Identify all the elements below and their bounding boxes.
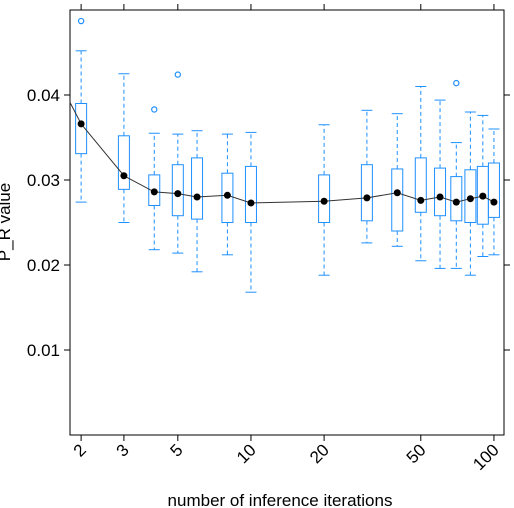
box-group — [75, 17, 88, 203]
box-group — [434, 99, 447, 269]
box-group — [171, 71, 184, 254]
box — [487, 162, 500, 218]
box-group — [450, 79, 463, 269]
box — [244, 165, 257, 223]
median-point — [77, 120, 85, 128]
outlier-point — [174, 71, 182, 78]
x-tick-label: 50 — [403, 440, 430, 467]
x-tick-label: 10 — [233, 440, 260, 467]
median-point — [193, 193, 201, 201]
median-point — [120, 172, 128, 180]
box — [434, 167, 447, 217]
box-group — [360, 109, 373, 244]
box — [391, 168, 404, 232]
outlier-point — [151, 106, 158, 113]
median-point — [320, 197, 328, 205]
box-group — [244, 131, 257, 293]
box-group — [464, 111, 477, 276]
median-point — [150, 188, 158, 196]
y-tick-label: 0.02 — [27, 256, 60, 275]
median-point — [247, 199, 255, 207]
box-group — [414, 86, 427, 262]
box-group — [148, 106, 161, 251]
box — [117, 135, 130, 190]
outlier-point — [77, 17, 85, 25]
box — [75, 103, 88, 155]
median-point — [452, 198, 460, 206]
y-tick-label: 0.04 — [27, 86, 60, 105]
box — [414, 157, 427, 213]
y-tick-label: 0.03 — [27, 171, 60, 190]
median-point — [417, 196, 425, 204]
x-tick-label: 20 — [306, 440, 333, 467]
box — [191, 157, 204, 220]
x-tick-label: 3 — [113, 440, 133, 460]
median-point — [479, 192, 487, 200]
x-axis-label: number of inference iterations — [168, 491, 393, 508]
median-trend-line — [69, 102, 495, 204]
median-trend — [69, 102, 498, 207]
x-tick-label: 2 — [70, 440, 90, 460]
box-group — [487, 128, 500, 256]
box-group — [117, 73, 130, 223]
box — [360, 164, 373, 222]
box-group — [391, 113, 404, 247]
box-group — [191, 130, 204, 273]
y-tick-label: 0.01 — [27, 341, 60, 360]
median-point — [393, 189, 401, 197]
median-point — [223, 191, 231, 199]
box-series — [75, 17, 500, 293]
box-group — [476, 114, 489, 257]
median-point — [490, 198, 498, 206]
plot-frame — [69, 9, 505, 436]
median-point — [436, 193, 444, 201]
y-axis-label: P_R value — [0, 183, 14, 261]
median-point — [466, 195, 474, 203]
x-axis: 2 3 5 10 20 50 100 — [70, 4, 503, 474]
y-axis: 0.01 0.02 0.03 0.04 — [27, 86, 510, 360]
median-point — [363, 194, 371, 202]
x-tick-label: 5 — [167, 440, 187, 460]
median-point — [174, 190, 182, 198]
outlier-point — [453, 79, 460, 87]
x-tick-label: 100 — [469, 440, 502, 473]
